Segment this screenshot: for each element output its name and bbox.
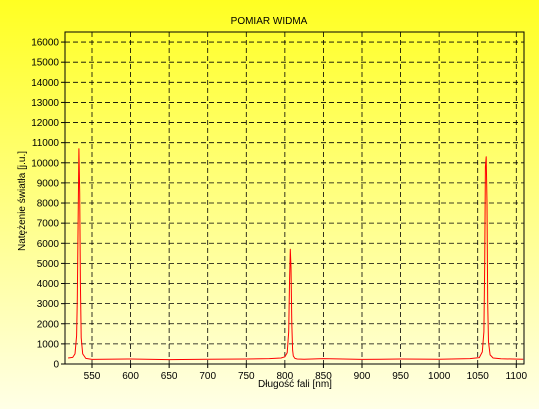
x-tick-label: 900 [354,371,371,382]
x-tick-label: 700 [199,371,216,382]
y-tick-label: 0 [53,360,59,371]
y-tick-label: 9000 [37,178,60,189]
x-tick-label: 600 [122,371,139,382]
y-tick-label: 14000 [31,78,59,89]
y-axis-ticks: 0 1000 2000 3000 4000 5000 6000 7000 8000 9000 100… [31,38,65,371]
x-axis-title: Długość fali [nm] [258,379,332,390]
grid [65,32,524,364]
spectrum-series-line [68,148,524,361]
y-tick-label: 7000 [37,219,60,230]
y-tick-label: 11000 [32,138,60,149]
x-tick-label: 650 [161,371,178,382]
x-tick-label: 1050 [467,371,490,382]
x-axis-ticks: 550 600 650 700 750 800 850 900 950 1000 1050 1100 [84,364,528,382]
y-tick-label: 15000 [31,58,59,69]
x-tick-label: 850 [315,371,332,382]
x-tick-label: 950 [392,371,409,382]
y-tick-label: 6000 [37,239,60,250]
y-tick-label: 3000 [37,299,60,310]
x-tick-label: 750 [238,371,255,382]
x-tick-label: 800 [277,371,294,382]
x-tick-label: 550 [84,371,101,382]
y-tick-label: 4000 [37,279,60,290]
y-tick-label: 8000 [37,199,60,210]
y-tick-label: 12000 [31,118,59,129]
y-tick-label: 10000 [31,158,59,169]
y-tick-label: 16000 [31,38,59,49]
chart-title: POMIAR WIDMA [231,16,308,27]
plot-frame [64,31,525,365]
y-axis-title: Natężenie światła [j.u.] [17,151,28,251]
x-tick-label: 1000 [428,371,451,382]
y-tick-label: 2000 [37,319,60,330]
x-tick-label: 1100 [506,371,528,382]
y-tick-label: 13000 [31,98,59,109]
y-tick-label: 5000 [37,259,60,270]
y-tick-label: 1000 [37,339,60,350]
series-layer [68,148,524,361]
